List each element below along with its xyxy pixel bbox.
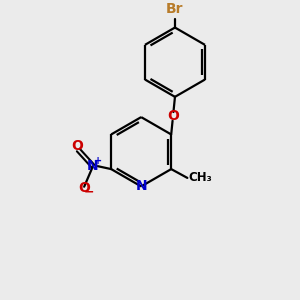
Text: CH₃: CH₃ — [189, 171, 213, 184]
Text: N: N — [135, 179, 147, 194]
Text: −: − — [84, 185, 95, 198]
Text: N: N — [87, 159, 99, 173]
Text: O: O — [71, 139, 83, 153]
Text: O: O — [167, 110, 179, 123]
Text: +: + — [94, 156, 102, 166]
Text: O: O — [78, 181, 90, 195]
Text: Br: Br — [166, 2, 184, 16]
